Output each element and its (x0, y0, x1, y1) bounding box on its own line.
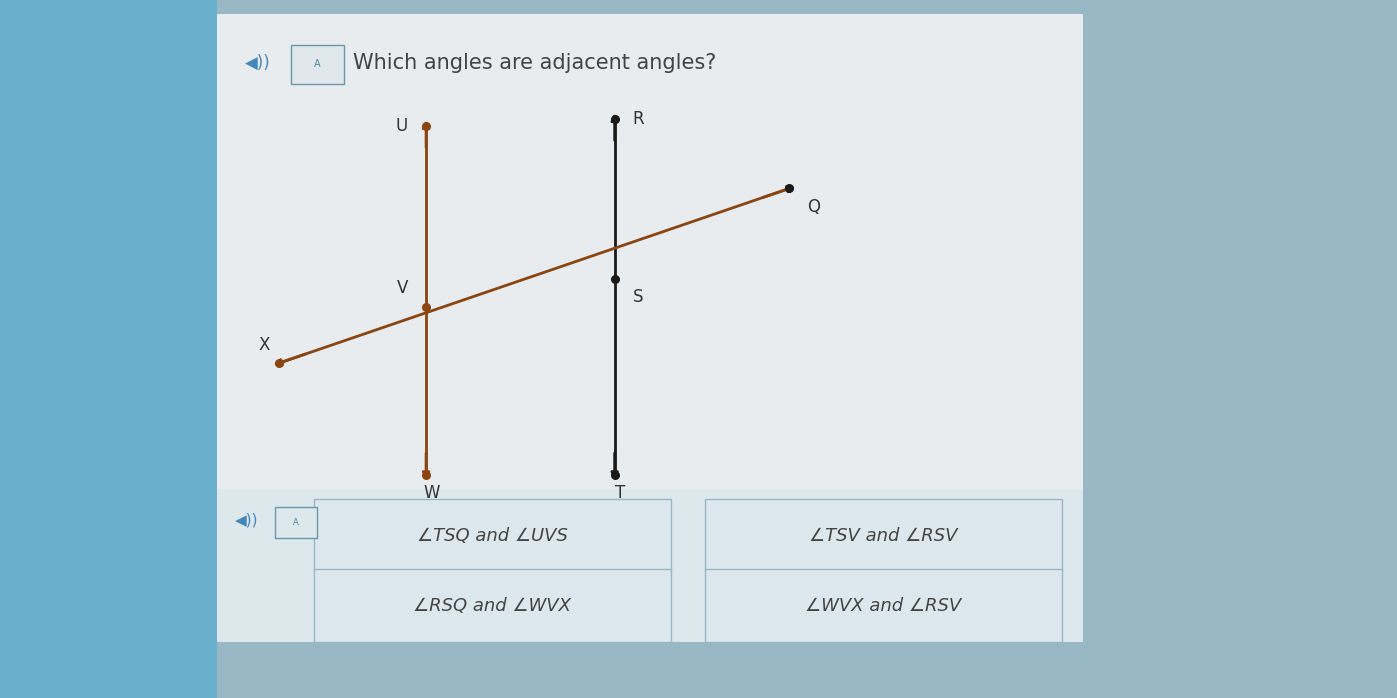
Text: W: W (423, 484, 440, 502)
Text: A: A (314, 59, 320, 69)
Bar (0, 0, 217, 698)
FancyBboxPatch shape (275, 507, 317, 538)
Text: ◀)): ◀)) (244, 54, 270, 72)
Bar (217, 0, 1397, 698)
Text: ∠TSQ and ∠UVS: ∠TSQ and ∠UVS (418, 527, 567, 544)
Text: S: S (633, 288, 644, 306)
FancyBboxPatch shape (705, 499, 1062, 572)
Text: Which angles are adjacent angles?: Which angles are adjacent angles? (353, 53, 717, 73)
Text: U: U (395, 117, 408, 135)
Text: ∠RSQ and ∠WVX: ∠RSQ and ∠WVX (414, 597, 571, 614)
Text: R: R (633, 110, 644, 128)
FancyBboxPatch shape (314, 569, 671, 642)
Text: T: T (615, 484, 626, 502)
Bar (217, 14, 1083, 642)
Bar (217, 489, 1083, 642)
FancyBboxPatch shape (705, 569, 1062, 642)
Text: ∠TSV and ∠RSV: ∠TSV and ∠RSV (809, 527, 958, 544)
Text: X: X (258, 336, 271, 354)
Text: A: A (293, 519, 299, 527)
Text: Q: Q (807, 198, 820, 216)
Text: V: V (397, 279, 408, 297)
FancyBboxPatch shape (314, 499, 671, 572)
Text: ∠WVX and ∠RSV: ∠WVX and ∠RSV (806, 597, 961, 614)
Text: ◀)): ◀)) (235, 512, 258, 528)
FancyBboxPatch shape (291, 45, 344, 84)
